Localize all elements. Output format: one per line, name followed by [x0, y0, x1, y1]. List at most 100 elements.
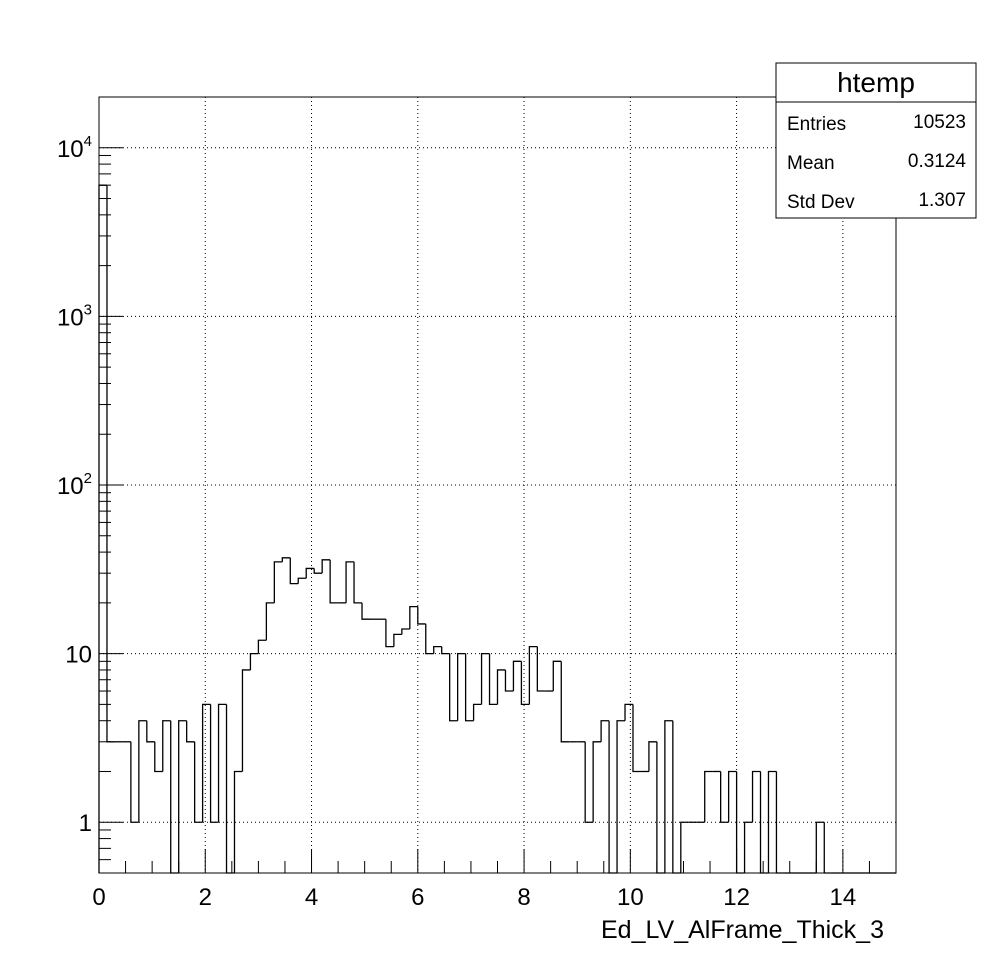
y-tick-label: 10	[65, 642, 92, 669]
histogram-bin	[767, 770, 777, 873]
histogram-bin	[600, 720, 610, 742]
histogram-bin	[361, 602, 370, 620]
histogram-bin	[409, 605, 418, 629]
histogram-bin	[329, 559, 339, 604]
x-tick-label: 12	[723, 884, 750, 911]
x-tick-label: 10	[617, 884, 644, 911]
histogram-bin	[823, 822, 833, 874]
histogram-bin	[313, 568, 323, 574]
stats-box: htemp Entries 10523 Mean 0.3124 Std Dev …	[775, 62, 977, 219]
histogram-bin	[401, 628, 410, 635]
histogram-bin	[289, 557, 299, 585]
y-tick-label: 103	[57, 301, 92, 331]
histogram-bin	[592, 741, 602, 823]
histogram-series	[98, 184, 896, 874]
stats-entries-value: 10523	[913, 112, 966, 133]
histogram-bin	[480, 652, 490, 705]
x-axis-title: Ed_LV_AlFrame_Thick_3	[601, 916, 884, 944]
histogram-bin	[138, 720, 147, 823]
histogram-bin	[257, 639, 267, 654]
x-tick-label: 14	[830, 884, 857, 911]
histogram-bin	[457, 652, 466, 721]
x-tick-label: 8	[517, 884, 530, 911]
histogram-bin	[488, 653, 498, 706]
histogram-bin	[273, 561, 283, 603]
histogram-bin	[393, 633, 402, 647]
histogram-bin	[425, 623, 434, 655]
histogram-bin	[552, 660, 562, 692]
histogram-bin	[385, 619, 394, 648]
y-tick-label: 1	[79, 810, 92, 837]
histogram-bin	[345, 561, 355, 603]
histogram-bin	[632, 704, 641, 773]
histogram-bin	[321, 559, 331, 574]
histogram-bin	[225, 704, 235, 874]
x-tick-label: 0	[92, 884, 105, 911]
histogram-bin	[106, 185, 115, 743]
histogram-bin	[233, 770, 243, 873]
histogram-bin	[704, 770, 713, 823]
histogram-bin	[648, 741, 657, 772]
histogram-bin	[154, 741, 163, 773]
histogram-bin	[815, 821, 825, 873]
histogram-bin	[201, 703, 211, 823]
histogram-bin	[496, 669, 506, 705]
histogram-bin	[464, 653, 474, 722]
stats-entries-label: Entries	[787, 114, 846, 135]
plot-frame-rect	[98, 96, 897, 874]
histogram-bin	[520, 661, 530, 706]
x-tick-label: 4	[305, 884, 318, 911]
y-tick-label: 102	[57, 470, 92, 500]
histogram-bin	[417, 606, 426, 625]
histogram-bin	[186, 720, 195, 743]
histogram-bin	[217, 703, 227, 823]
histogram-bin	[560, 661, 570, 743]
histogram-bin	[680, 821, 689, 873]
histogram-bin	[449, 653, 458, 722]
stats-box-title: htemp	[837, 67, 915, 98]
histogram-bin	[146, 720, 155, 743]
histogram-bin	[305, 567, 315, 579]
histogram-bin	[433, 645, 442, 654]
histogram-bin	[130, 741, 139, 823]
histogram-bin	[584, 741, 594, 823]
histogram-bin	[178, 720, 187, 873]
histogram-bin	[624, 703, 633, 721]
histogram-bin	[743, 821, 753, 873]
histogram-bin	[720, 771, 729, 823]
histogram-bin	[281, 557, 291, 562]
histogram-bin	[608, 720, 618, 874]
histogram-bin	[727, 770, 737, 823]
stats-stddev-value: 1.307	[918, 190, 966, 211]
stats-mean-label: Mean	[787, 153, 835, 174]
grid-lines	[99, 97, 896, 873]
y-tick-label: 104	[57, 133, 92, 163]
histogram-bin	[528, 645, 538, 705]
histogram-bin	[751, 770, 761, 823]
x-tick-label: 2	[199, 884, 212, 911]
histogram-bin	[170, 720, 179, 874]
histogram-bin	[656, 741, 665, 874]
stats-box-frame	[775, 62, 977, 219]
stats-stddev-label: Std Dev	[787, 192, 855, 213]
histogram-bin	[162, 720, 171, 772]
histogram-bin	[664, 720, 673, 873]
plot-frame	[98, 96, 897, 874]
histogram-bin	[241, 669, 251, 772]
histogram-bin	[504, 669, 514, 692]
histogram-bin	[249, 652, 259, 670]
histogram-bin	[193, 741, 203, 823]
histogram-bin	[472, 703, 482, 721]
y-tick-labels: 1 10 102 103 104	[57, 133, 92, 837]
stats-mean-value: 0.3124	[908, 151, 967, 172]
x-tick-labels: 0 2 4 6 8 10 12 14	[92, 884, 856, 911]
histogram-bin	[536, 646, 546, 692]
x-tick-label: 6	[411, 884, 424, 911]
histogram-bin	[353, 561, 363, 604]
histogram-bin	[672, 720, 681, 874]
histogram-bin	[616, 720, 626, 873]
histogram-bin	[512, 660, 522, 692]
histogram-bin	[98, 184, 107, 873]
histogram-bin	[265, 602, 275, 641]
